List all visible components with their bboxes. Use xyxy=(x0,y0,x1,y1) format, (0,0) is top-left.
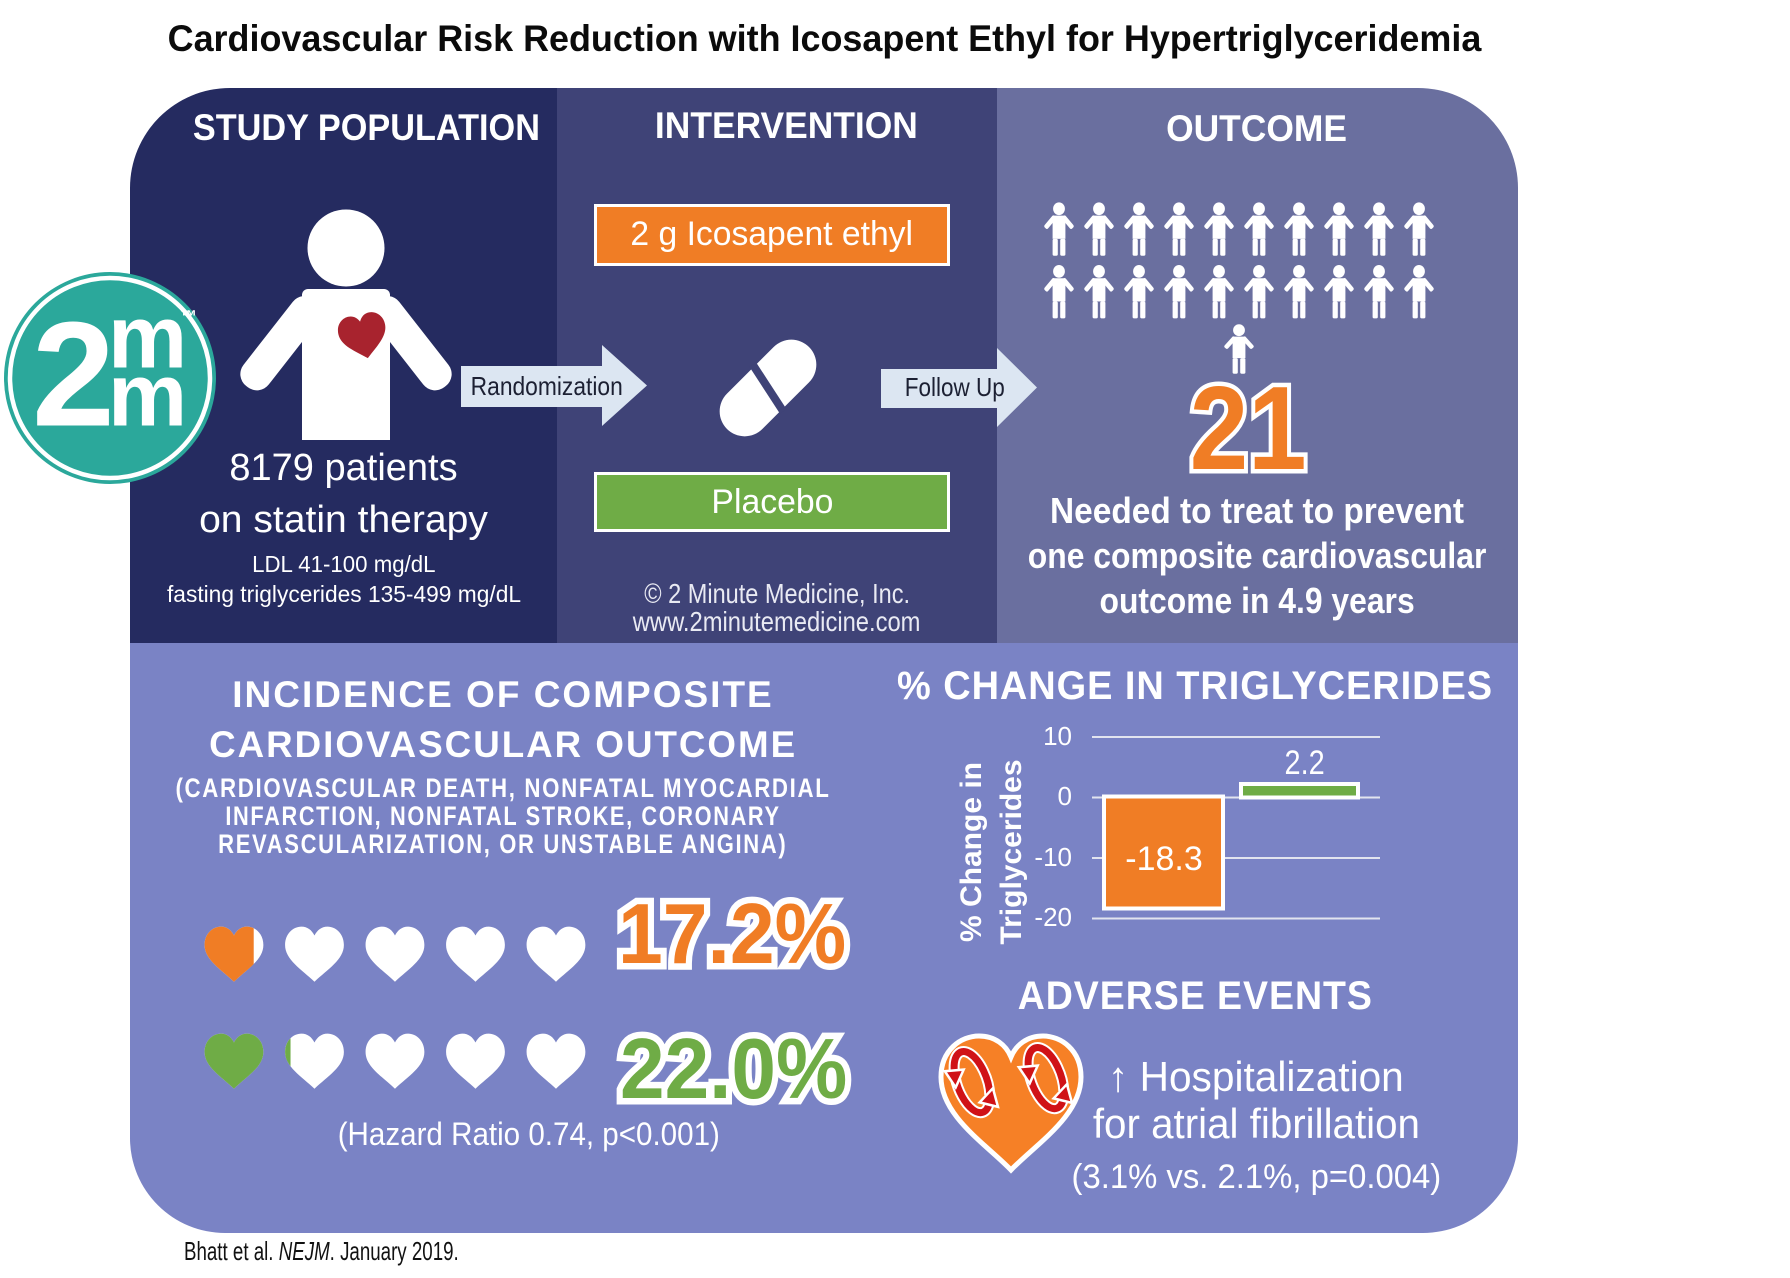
svg-text:m: m xyxy=(108,287,187,387)
svg-text:m: m xyxy=(108,345,187,445)
svg-text:2: 2 xyxy=(32,291,115,458)
svg-text:™: ™ xyxy=(180,307,197,326)
